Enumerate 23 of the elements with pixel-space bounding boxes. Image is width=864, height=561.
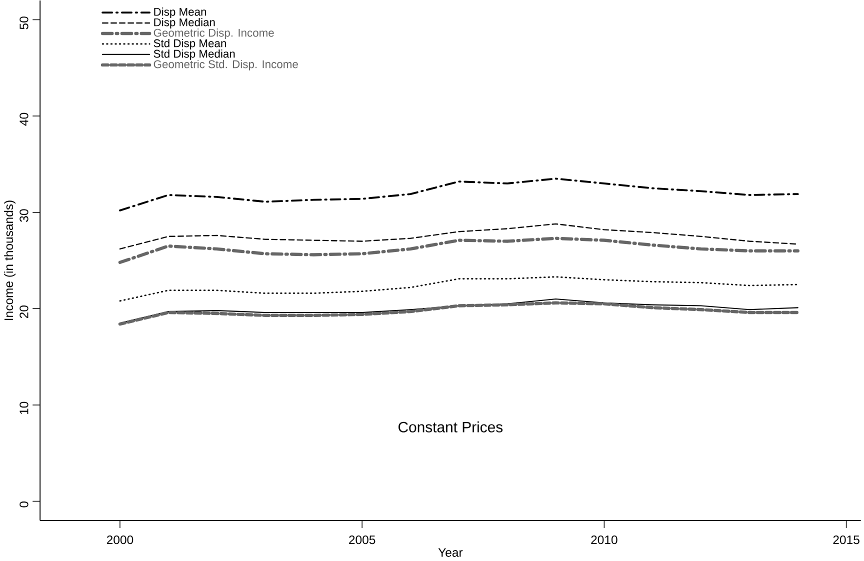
y-tick-label: 10 [20,402,28,414]
line-series [118,236,800,264]
legend-label: Disp Mean [154,8,206,18]
legend-label: Std Disp Median [154,50,235,60]
x-tick-label: 2005 [349,536,376,544]
x-tick-label: 2010 [591,536,618,544]
legend-label: Geometric Std. Disp. Income [154,60,298,70]
y-tick-label: 40 [20,112,28,126]
y-tick-label: 30 [20,209,28,222]
legend-label: Geometric Disp. Income [154,28,274,39]
y-tick-label: 0 [20,502,28,508]
x-axis-title: Year [438,548,463,557]
line-series [119,276,799,302]
y-tick-label: 20 [20,306,28,318]
x-tick-label: 2000 [106,536,134,544]
line-series [119,223,798,250]
y-axis-title: Income (in thousands) [4,200,16,320]
legend-label: Std Disp Mean [154,39,226,50]
x-tick-label: 2015 [833,536,860,544]
y-tick-label: 50 [20,16,28,30]
annotation: Constant Prices [398,421,503,432]
legend-label: Disp Median [154,18,215,29]
line-series [119,178,799,212]
